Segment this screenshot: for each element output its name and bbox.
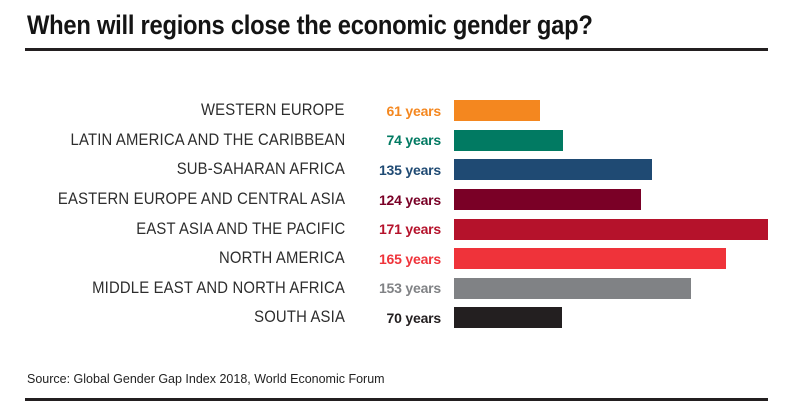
- bar: [454, 189, 641, 211]
- bar: [454, 159, 652, 181]
- years-value: 165 years: [378, 250, 441, 267]
- source-text: Source: Global Gender Gap Index 2018, Wo…: [27, 372, 385, 386]
- chart-row: LATIN AMERICA AND THE CARIBBEAN 74 years: [0, 126, 800, 156]
- bar-track: [454, 100, 800, 122]
- bar: [454, 248, 726, 270]
- bar-track: [454, 189, 800, 211]
- bar: [454, 218, 768, 240]
- region-label: LATIN AMERICA AND THE CARIBBEAN: [70, 130, 345, 149]
- bar-chart: WESTERN EUROPE 61 years LATIN AMERICA AN…: [0, 96, 800, 333]
- years-value: 171 years: [378, 221, 441, 238]
- region-label: SUB-SAHARAN AFRICA: [176, 160, 345, 179]
- bar-track: [454, 248, 800, 270]
- years-value: 135 years: [378, 161, 441, 178]
- bar: [454, 100, 540, 122]
- chart-row: MIDDLE EAST AND NORTH AFRICA 153 years: [0, 274, 800, 304]
- bar-track: [454, 218, 800, 240]
- region-label: MIDDLE EAST AND NORTH AFRICA: [92, 278, 345, 297]
- bar-track: [454, 277, 800, 299]
- region-label: EAST ASIA AND THE PACIFIC: [135, 219, 345, 238]
- chart-row: SOUTH ASIA 70 years: [0, 303, 800, 333]
- bar-track: [454, 159, 800, 181]
- bottom-rule: [25, 398, 768, 401]
- years-value: 153 years: [378, 280, 441, 297]
- top-rule: [25, 48, 768, 51]
- chart-row: EAST ASIA AND THE PACIFIC 171 years: [0, 214, 800, 244]
- years-value: 74 years: [386, 132, 442, 149]
- region-label: WESTERN EUROPE: [201, 101, 345, 120]
- chart-row: SUB-SAHARAN AFRICA 135 years: [0, 155, 800, 185]
- years-value: 70 years: [386, 309, 442, 326]
- chart-row: NORTH AMERICA 165 years: [0, 244, 800, 274]
- region-label: EASTERN EUROPE AND CENTRAL ASIA: [57, 190, 345, 209]
- page-title-text: When will regions close the economic gen…: [27, 10, 593, 40]
- chart-row: WESTERN EUROPE 61 years: [0, 96, 800, 126]
- bar: [454, 277, 691, 299]
- bar-track: [454, 307, 800, 329]
- chart-row: EASTERN EUROPE AND CENTRAL ASIA 124 year…: [0, 185, 800, 215]
- region-label: SOUTH ASIA: [254, 308, 345, 327]
- page-title: When will regions close the economic gen…: [27, 10, 670, 41]
- years-value: 61 years: [386, 102, 442, 119]
- bar-track: [454, 129, 800, 151]
- years-value: 124 years: [378, 191, 441, 208]
- bar: [454, 129, 563, 151]
- bar: [454, 307, 562, 329]
- region-label: NORTH AMERICA: [219, 249, 345, 268]
